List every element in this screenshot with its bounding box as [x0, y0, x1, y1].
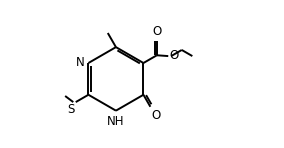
Text: O: O — [169, 49, 178, 62]
Text: N: N — [76, 56, 85, 69]
Text: O: O — [152, 109, 161, 122]
Text: NH: NH — [107, 115, 125, 128]
Text: S: S — [67, 103, 75, 116]
Text: O: O — [152, 25, 162, 38]
